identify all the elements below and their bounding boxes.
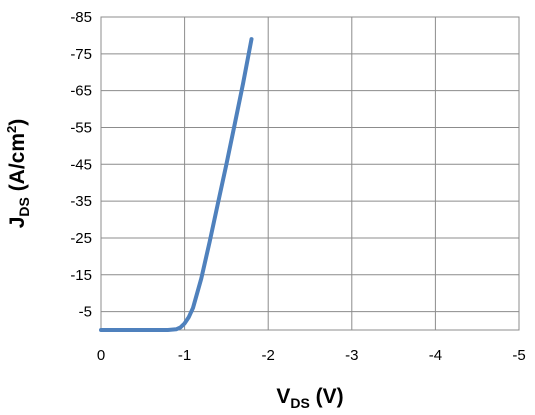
x-tick-label-0: 0 — [97, 347, 105, 364]
y-tick-label-7: -75 — [70, 46, 92, 63]
x-axis-title: VDS (V) — [276, 385, 343, 411]
y-tick-label-6: -65 — [70, 83, 92, 100]
x-tick-labels: 0 -1 -2 -3 -4 -5 — [97, 347, 526, 364]
y-tick-labels: -5 -15 -25 -35 -45 -55 -65 -75 -85 — [70, 9, 92, 321]
grid — [100, 16, 520, 330]
x-tick-label-5: -5 — [512, 347, 525, 364]
series-group — [99, 37, 254, 332]
x-tick-label-4: -4 — [429, 347, 442, 364]
y-tick-label-3: -35 — [70, 193, 92, 210]
x-tick-label-1: -1 — [178, 347, 191, 364]
y-tick-label-0: -5 — [79, 304, 92, 321]
y-tick-label-8: -85 — [70, 9, 92, 26]
y-axis-title: JDS (A/cm2) — [4, 119, 32, 229]
y-tick-label-4: -45 — [70, 156, 92, 173]
series-line-0 — [99, 37, 254, 332]
plot-frame — [100, 16, 520, 331]
y-tick-label-1: -15 — [70, 267, 92, 284]
y-tick-label-2: -25 — [70, 230, 92, 247]
x-tick-label-3: -3 — [345, 347, 358, 364]
y-tick-label-5: -55 — [70, 119, 92, 136]
x-tick-label-2: -2 — [262, 347, 275, 364]
